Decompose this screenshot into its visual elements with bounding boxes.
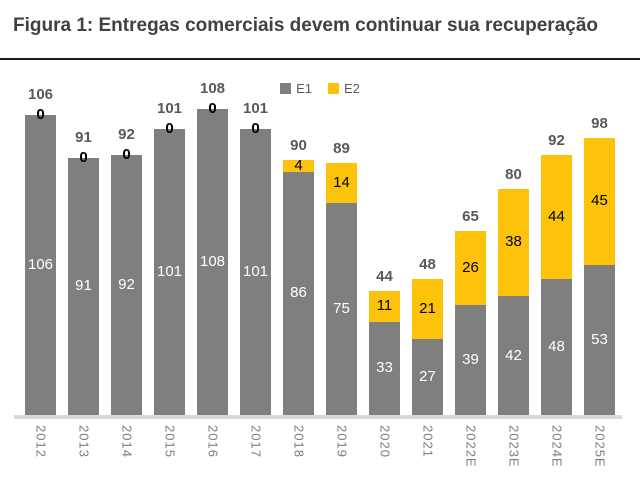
e2-bar-segment: [412, 279, 443, 339]
total-value-label: 65: [462, 208, 479, 225]
bar-group-2025E: 98 53 45: [578, 96, 621, 415]
x-tick-2023E: 2023E: [506, 425, 522, 468]
total-value-label: 80: [505, 165, 522, 183]
e2-bar-segment: [584, 137, 615, 265]
bar-group-2023E: 80 42 38: [492, 96, 535, 415]
legend-label-e2: E2: [344, 80, 360, 96]
e1-bar-segment: [326, 202, 357, 415]
page-title: Figura 1: Entregas comerciais devem cont…: [13, 15, 599, 36]
e2-swatch-icon: [328, 82, 339, 94]
x-tick-2016: 2016: [205, 425, 221, 458]
x-tick-2014: 2014: [119, 425, 135, 458]
bar-group-2015: 101 101 0: [148, 96, 191, 415]
total-value-label: 92: [548, 131, 565, 149]
legend-item-e1: E1: [280, 81, 312, 96]
e1-bar-segment: [68, 157, 99, 415]
total-value-label: 89: [333, 140, 350, 158]
stacked-bar-chart: 106 106 0 91 91 0 92 92 0 101 101 0 108 108 0 101 101 0 90…: [0, 80, 640, 415]
e2-bar-segment: [455, 231, 486, 305]
total-value-label: 101: [156, 100, 183, 118]
e1-bar-segment: [584, 265, 615, 415]
e1-bar-segment: [111, 154, 142, 415]
e1-bar-segment: [498, 296, 529, 415]
legend-item-e2: E2: [328, 81, 360, 96]
e2-bar-segment: [541, 154, 572, 280]
total-value-label: 92: [118, 125, 135, 143]
x-tick-2015: 2015: [162, 425, 178, 458]
e2-bar-segment: [283, 160, 314, 172]
total-value-label: 90: [290, 137, 307, 155]
x-axis-line: [14, 415, 622, 419]
x-tick-2017: 2017: [248, 425, 264, 458]
bar-group-2019: 89 75 14: [320, 96, 363, 415]
total-value-label: 48: [419, 256, 436, 274]
bar-group-2021: 48 27 21: [406, 96, 449, 415]
bar-group-2014: 92 92 0: [105, 96, 148, 415]
x-tick-2020: 2020: [377, 425, 393, 458]
e1-bar-segment: [369, 321, 400, 415]
e1-bar-segment: [197, 109, 228, 415]
e1-bar-segment: [541, 279, 572, 415]
x-tick-2012: 2012: [33, 425, 49, 458]
x-tick-2019: 2019: [334, 425, 350, 458]
x-tick-2024E: 2024E: [549, 425, 565, 468]
e2-bar-segment: [326, 163, 357, 203]
x-tick-2013: 2013: [76, 425, 92, 458]
bar-group-2020: 44 33 11: [363, 96, 406, 415]
e1-bar-segment: [240, 129, 271, 415]
e1-bar-segment: [25, 115, 56, 415]
total-value-label: 44: [376, 267, 393, 285]
e1-bar-segment: [412, 338, 443, 415]
e1-bar-segment: [283, 171, 314, 415]
chart-legend: E1 E2: [0, 80, 640, 96]
bar-group-2012: 106 106 0: [19, 86, 62, 415]
total-value-label: 91: [75, 128, 92, 146]
total-value-label: 98: [591, 114, 608, 132]
figure-header: Figura 1: Entregas comerciais devem cont…: [0, 0, 640, 60]
x-tick-2021: 2021: [420, 425, 436, 458]
bar-group-2013: 91 91 0: [62, 96, 105, 415]
e1-bar-segment: [455, 304, 486, 415]
bar-group-2017: 101 101 0: [234, 96, 277, 415]
bar-group-2022E: 65 39 26: [449, 96, 492, 415]
e2-bar-segment: [369, 290, 400, 322]
e2-bar-segment: [498, 188, 529, 297]
bar-group-2024E: 92 48 44: [535, 96, 578, 415]
e1-swatch-icon: [280, 82, 292, 94]
e1-bar-segment: [154, 129, 185, 415]
total-value-label: 101: [242, 100, 269, 118]
x-tick-2025E: 2025E: [592, 425, 608, 468]
legend-label-e1: E1: [296, 80, 312, 96]
bar-group-2018: 90 86 4: [277, 96, 320, 415]
bar-group-2016: 108 108 0: [191, 80, 234, 415]
x-tick-2018: 2018: [291, 425, 307, 458]
x-axis-tick-labels: 2012 2013 2014 2015 2016 2017 2018 2019 2020 2021…: [0, 425, 640, 468]
x-tick-2022E: 2022E: [463, 425, 479, 468]
